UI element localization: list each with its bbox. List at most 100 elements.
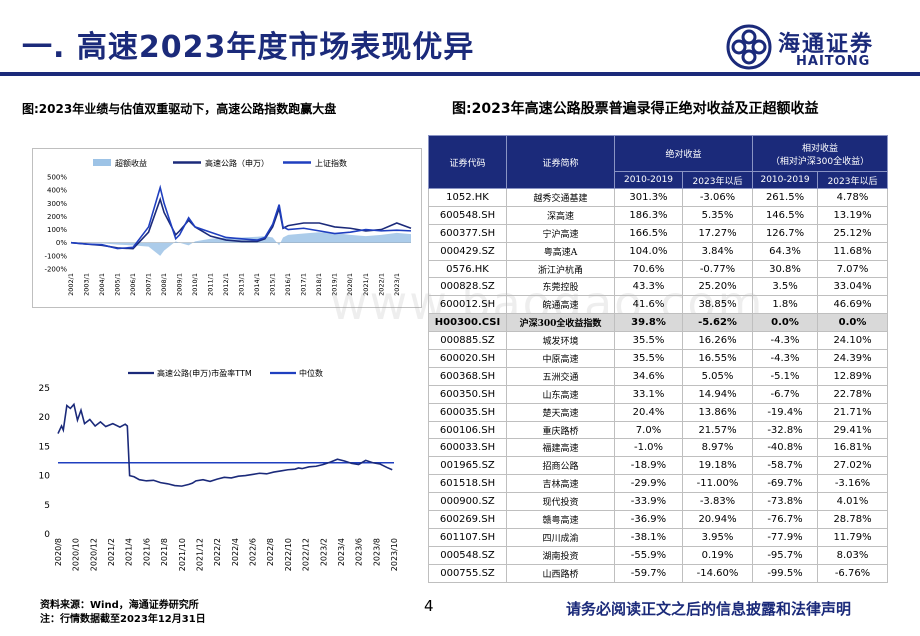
x-tick-label: 2022/1 bbox=[377, 273, 385, 296]
series-shanghai-line bbox=[70, 184, 412, 250]
x-tick-label: 2019/1 bbox=[331, 273, 339, 296]
cell-name: 山东高速 bbox=[506, 384, 615, 404]
table-row: 601518.SH 吉林高速 -29.9% -11.00% -69.7% -3.16% bbox=[428, 474, 889, 494]
cell-abs-2010: -38.1% bbox=[614, 527, 683, 547]
table-row: 600106.SH 重庆路桥 7.0% 21.57% -32.8% 29.41% bbox=[428, 420, 889, 440]
x-tick-label: 2018/1 bbox=[315, 273, 323, 296]
x-tick-label: 2008/1 bbox=[160, 273, 168, 296]
x-tick-label: 2002/1 bbox=[67, 273, 75, 296]
table-row: 600377.SH 宁沪高速 166.5% 17.27% 126.7% 25.12% bbox=[428, 223, 889, 243]
legend-shanghai: 上证指数 bbox=[315, 158, 347, 168]
cell-rel-2023: 27.02% bbox=[817, 456, 889, 476]
cell-rel-2010: -73.8% bbox=[752, 492, 819, 512]
table-row: 600012.SH 皖通高速 41.6% 38.85% 1.8% 46.69% bbox=[428, 295, 889, 315]
cell-abs-2010: 39.8% bbox=[614, 313, 683, 333]
cell-rel-2023: 7.07% bbox=[817, 259, 889, 279]
x-tick-label: 2023/2 bbox=[319, 538, 328, 566]
x-tick-label: 2003/1 bbox=[83, 273, 91, 296]
x-tick-label: 2020/1 bbox=[346, 273, 354, 296]
cell-rel-2010: -76.7% bbox=[752, 510, 819, 529]
y-tick-label: 100% bbox=[47, 226, 67, 234]
x-tick-label: 2023/8 bbox=[372, 538, 381, 566]
x-tick-label: 2020/12 bbox=[89, 538, 98, 571]
th-rel-title: 相对收益 bbox=[802, 143, 839, 154]
x-tick-label: 2009/1 bbox=[176, 273, 184, 296]
cell-rel-2010: 261.5% bbox=[752, 188, 819, 207]
cell-name: 赣粤高速 bbox=[506, 510, 615, 529]
cell-name: 宁沪高速 bbox=[506, 223, 615, 243]
cell-abs-2010: 20.4% bbox=[614, 402, 683, 422]
cell-name: 深高速 bbox=[506, 205, 615, 225]
th-period-1: 2010-2019 bbox=[614, 171, 683, 189]
cell-abs-2010: 166.5% bbox=[614, 223, 683, 243]
y-tick-label: 200% bbox=[47, 213, 67, 221]
cell-abs-2010: -59.7% bbox=[614, 563, 683, 583]
cell-rel-2010: -6.7% bbox=[752, 384, 819, 404]
series-highway-line bbox=[70, 196, 412, 250]
x-tick-label: 2021/8 bbox=[160, 538, 169, 566]
x-tick-label: 2021/10 bbox=[178, 538, 187, 571]
cell-abs-2023: 3.95% bbox=[681, 527, 754, 547]
th-name: 证券简称 bbox=[506, 135, 615, 189]
th-period-2: 2023年以后 bbox=[681, 171, 754, 189]
cell-rel-2023: 11.79% bbox=[817, 527, 889, 547]
cell-name: 城发环境 bbox=[506, 331, 615, 351]
y-tick-label: 20 bbox=[39, 413, 51, 423]
y-tick-label: 25 bbox=[39, 384, 50, 394]
cell-rel-2010: -4.3% bbox=[752, 349, 819, 368]
table-row: 600020.SH 中原高速 35.5% 16.55% -4.3% 24.39% bbox=[428, 349, 889, 368]
cell-abs-2023: 25.20% bbox=[681, 277, 754, 297]
cell-code: 600548.SH bbox=[428, 205, 507, 225]
x-tick-label: 2011/1 bbox=[207, 273, 215, 296]
x-tick-label: 2022/6 bbox=[249, 538, 258, 566]
cell-code: 001965.SZ bbox=[428, 456, 507, 476]
table-row: 000900.SZ 现代投资 -33.9% -3.83% -73.8% 4.01% bbox=[428, 492, 889, 512]
cell-rel-2023: -6.76% bbox=[817, 563, 889, 583]
cell-code: 000548.SZ bbox=[428, 545, 507, 565]
y-tick-label: -100% bbox=[44, 252, 67, 260]
cell-abs-2010: 41.6% bbox=[614, 295, 683, 315]
cell-code: 000429.SZ bbox=[428, 241, 507, 261]
table-row: 000755.SZ 山西路桥 -59.7% -14.60% -99.5% -6.76% bbox=[428, 563, 889, 583]
cell-name: 浙江沪杭甬 bbox=[506, 259, 615, 279]
cell-name: 湖南投资 bbox=[506, 545, 615, 565]
cell-rel-2010: -69.7% bbox=[752, 474, 819, 494]
cell-rel-2010: -32.8% bbox=[752, 420, 819, 440]
table-row: 0576.HK 浙江沪杭甬 70.6% -0.77% 30.8% 7.07% bbox=[428, 259, 889, 279]
x-tick-label: 2023/10 bbox=[390, 538, 399, 571]
cell-rel-2023: 46.69% bbox=[817, 295, 889, 315]
y-tick-label: 400% bbox=[47, 187, 67, 195]
x-tick-label: 2013/1 bbox=[238, 273, 246, 296]
cell-abs-2010: -29.9% bbox=[614, 474, 683, 494]
x-tick-label: 2022/2 bbox=[213, 538, 222, 566]
x-tick-label: 2021/1 bbox=[362, 273, 370, 296]
footer-source: 资料来源：Wind，海通证券研究所 bbox=[40, 600, 199, 611]
cell-code: 600106.SH bbox=[428, 420, 507, 440]
th-code: 证券代码 bbox=[428, 135, 507, 189]
cell-abs-2023: 17.27% bbox=[681, 223, 754, 243]
cell-abs-2023: 20.94% bbox=[681, 510, 754, 529]
cell-abs-2010: 186.3% bbox=[614, 205, 683, 225]
cell-name: 越秀交通基建 bbox=[506, 188, 615, 207]
x-tick-label: 2023/6 bbox=[355, 538, 364, 566]
y-tick-label: 0% bbox=[56, 239, 67, 247]
x-tick-label: 2006/1 bbox=[129, 273, 137, 296]
cell-abs-2023: 38.85% bbox=[681, 295, 754, 315]
chart-pe: 高速公路(申万)市盈率TTM 中位数 0 5 10 15 20 25 2020/8 2020/10… bbox=[39, 368, 399, 571]
cell-rel-2010: -95.7% bbox=[752, 545, 819, 565]
cell-code: 0576.HK bbox=[428, 259, 507, 279]
x-tick-label: 2012/1 bbox=[222, 273, 230, 296]
cell-abs-2023: 14.94% bbox=[681, 384, 754, 404]
x-tick-label: 2022/12 bbox=[302, 538, 311, 571]
cell-rel-2010: -99.5% bbox=[752, 563, 819, 583]
cell-abs-2023: 19.18% bbox=[681, 456, 754, 476]
cell-name: 皖通高速 bbox=[506, 295, 615, 315]
cell-name: 楚天高速 bbox=[506, 402, 615, 422]
x-tick-label: 2023/4 bbox=[337, 538, 346, 566]
cell-abs-2010: 43.3% bbox=[614, 277, 683, 297]
legend-swatch-excess bbox=[93, 159, 111, 166]
cell-rel-2023: 13.19% bbox=[817, 205, 889, 225]
cell-rel-2010: -5.1% bbox=[752, 366, 819, 386]
legend-excess: 超额收益 bbox=[115, 158, 147, 168]
table-row: 600368.SH 五洲交通 34.6% 5.05% -5.1% 12.89% bbox=[428, 366, 889, 386]
